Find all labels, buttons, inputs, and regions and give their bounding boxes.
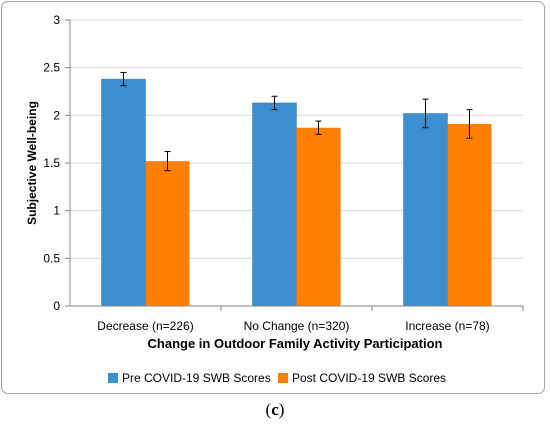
x-tick-label: Decrease (n=226) <box>97 319 193 333</box>
y-tick-label: 2.5 <box>43 61 60 75</box>
y-tick-label: 1 <box>53 204 60 218</box>
bar-post <box>447 123 492 306</box>
x-tick-label: Increase (n=78) <box>405 319 489 333</box>
y-tick-label: 2 <box>53 108 60 122</box>
caption-letter: c <box>271 400 279 419</box>
y-tick-label: 3 <box>53 13 60 27</box>
legend-swatch <box>278 373 288 383</box>
y-tick-labels: 0 0.5 1 1.5 2 2.5 3 <box>43 13 60 313</box>
legend: Pre COVID-19 SWB Scores Post COVID-19 SWB… <box>108 371 446 385</box>
y-tick-label: 1.5 <box>43 156 60 170</box>
y-tick-label: 0 <box>53 299 60 313</box>
legend-swatch <box>108 373 118 383</box>
bar-pre <box>252 102 297 307</box>
y-tick-label: 0.5 <box>43 251 60 265</box>
figure-caption: (c) <box>265 400 285 419</box>
error-bars <box>120 71 473 172</box>
axes <box>69 20 524 311</box>
bars <box>101 78 492 307</box>
bar-post <box>145 161 190 306</box>
x-axis-label: Change in Outdoor Family Activity Partic… <box>148 336 443 351</box>
y-axis-label: Subjective Well-being <box>25 101 39 225</box>
bar-pre <box>101 78 146 307</box>
bar-chart: 0 0.5 1 1.5 2 2.5 3 Decrease (n=226) No Change … <box>25 13 524 385</box>
bar-post <box>296 127 341 306</box>
x-tick-labels: Decrease (n=226) No Change (n=320) Increas… <box>97 319 489 333</box>
x-tick-label: No Change (n=320) <box>244 319 350 333</box>
bar-pre <box>403 112 448 307</box>
legend-label: Post COVID-19 SWB Scores <box>292 371 446 385</box>
legend-label: Pre COVID-19 SWB Scores <box>122 371 271 385</box>
